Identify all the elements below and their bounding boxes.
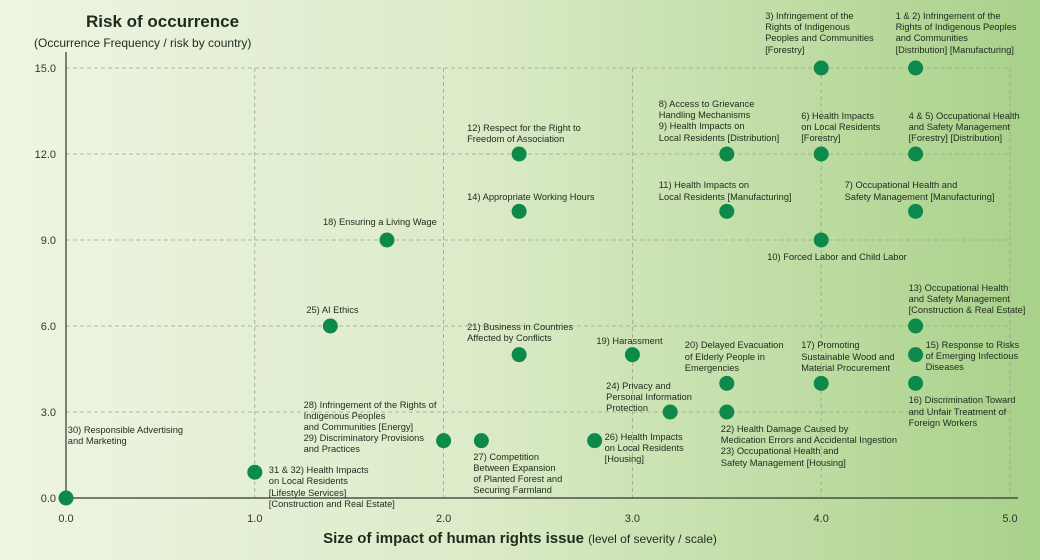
point-label: 25) AI Ethics	[306, 305, 359, 315]
data-point	[908, 375, 924, 391]
y-tick-label: 15.0	[35, 63, 56, 75]
data-point	[908, 146, 924, 162]
y-tick-label: 6.0	[41, 321, 56, 333]
x-axis-note: (level of severity / scale)	[588, 532, 717, 546]
x-tick-label: 5.0	[1002, 513, 1017, 525]
data-point	[379, 232, 395, 248]
data-point	[511, 347, 527, 363]
point-label: 31 & 32) Health Impacts on Local Residen…	[268, 465, 395, 509]
data-point	[908, 318, 924, 334]
data-point	[511, 203, 527, 219]
point-label: 26) Health Impacts on Local Residents [H…	[604, 431, 684, 465]
x-tick-label: 0.0	[58, 513, 73, 525]
y-tick-label: 12.0	[35, 149, 56, 161]
y-tick-label: 9.0	[41, 235, 56, 247]
data-point	[719, 375, 735, 391]
point-label: 21) Business in Countries Affected by Co…	[467, 321, 574, 343]
x-tick-label: 1.0	[247, 513, 262, 525]
point-label: 7) Occupational Health and Safety Manage…	[844, 180, 995, 202]
data-point	[908, 60, 924, 76]
point-label: 10) Forced Labor and Child Labor	[767, 252, 907, 262]
point-label: 1 & 2) Infringement of the Rights of Ind…	[895, 11, 1017, 55]
point-label: 27) Competition Between Expansion of Pla…	[473, 451, 563, 496]
chart-title: Risk of occurrence	[86, 12, 240, 31]
point-label: 12) Respect for the Right to Freedom of …	[467, 123, 581, 145]
x-tick-label: 3.0	[625, 513, 640, 525]
point-label: 6) Health Impacts on Local Residents [Fo…	[801, 111, 881, 144]
data-point	[247, 464, 263, 480]
point-label: 13) Occupational Health and Safety Manag…	[908, 283, 1026, 316]
data-point	[719, 203, 735, 219]
data-point	[624, 347, 640, 363]
x-axis-title: Size of impact of human rights issue (le…	[0, 530, 1040, 547]
data-point	[813, 375, 829, 391]
point-label: 14) Appropriate Working Hours	[467, 192, 595, 203]
point-label: 18) Ensuring a Living Wage	[322, 217, 437, 227]
point-label: 8) Access to Grievance Handling Mechanis…	[658, 99, 780, 143]
data-point	[908, 347, 924, 363]
point-label: 24) Privacy and Personal Information Pro…	[606, 381, 692, 414]
data-point	[813, 60, 829, 76]
point-label: 3) Infringement of the Rights of Indigen…	[765, 11, 874, 55]
data-point	[719, 146, 735, 162]
point-label: 11) Health Impacts on Local Residents [M…	[658, 180, 792, 202]
x-axis-label: Size of impact of human rights issue	[323, 530, 584, 547]
point-label: 15) Response to Risks of Emerging Infect…	[925, 339, 1020, 373]
point-label: 20) Delayed Evacuation of Elderly People…	[684, 340, 784, 373]
point-label: 4 & 5) Occupational Health and Safety Ma…	[908, 111, 1020, 144]
data-point	[662, 404, 678, 420]
x-tick-label: 2.0	[436, 513, 451, 525]
y-tick-label: 0.0	[41, 493, 56, 505]
data-point	[587, 433, 603, 449]
data-point	[813, 146, 829, 162]
data-point	[473, 433, 489, 449]
data-point	[322, 318, 338, 334]
data-point	[813, 232, 829, 248]
point-label: 30) Responsible Advertising and Marketin…	[67, 425, 184, 447]
chart-subtitle: (Occurrence Frequency / risk by country)	[34, 36, 252, 50]
point-label: 28) Infringement of the Rights of Indige…	[303, 399, 437, 455]
data-point	[58, 490, 74, 506]
data-point	[511, 146, 527, 162]
point-label: 16) Discrimination Toward and Unfair Tre…	[908, 395, 1016, 428]
point-label: 22) Health Damage Caused by Medication E…	[720, 424, 898, 468]
data-point	[908, 203, 924, 219]
data-point	[436, 433, 452, 449]
point-label: 19) Harassment	[596, 335, 663, 346]
x-tick-label: 4.0	[814, 513, 829, 525]
data-point	[719, 404, 735, 420]
y-tick-label: 3.0	[41, 407, 56, 419]
point-label: 17) Promoting Sustainable Wood and Mater…	[801, 340, 895, 373]
